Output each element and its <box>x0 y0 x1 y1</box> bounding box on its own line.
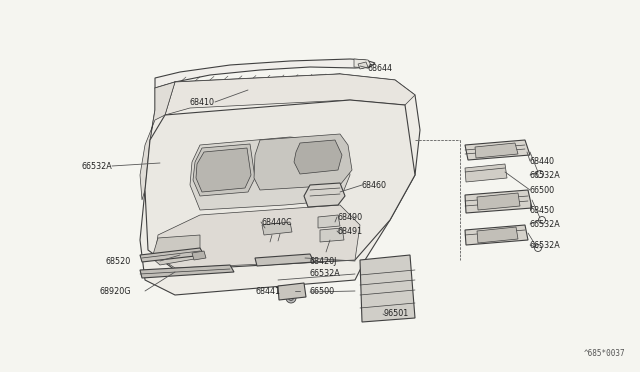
Polygon shape <box>354 59 371 68</box>
Text: 68450: 68450 <box>530 205 555 215</box>
Polygon shape <box>465 225 528 245</box>
Text: ^685*0037: ^685*0037 <box>584 349 625 358</box>
Circle shape <box>360 64 365 68</box>
Polygon shape <box>140 82 175 200</box>
Text: 68410: 68410 <box>190 97 215 106</box>
Text: 68460: 68460 <box>362 180 387 189</box>
Text: 96501: 96501 <box>383 310 408 318</box>
Text: 68920G: 68920G <box>100 286 131 295</box>
Polygon shape <box>192 251 206 260</box>
Polygon shape <box>477 193 520 210</box>
Polygon shape <box>190 137 350 210</box>
Polygon shape <box>140 74 420 295</box>
Text: 66532A: 66532A <box>310 269 340 279</box>
Text: 68490: 68490 <box>337 212 362 221</box>
Polygon shape <box>358 62 368 69</box>
Text: 68644: 68644 <box>368 64 393 73</box>
Polygon shape <box>155 59 375 90</box>
Polygon shape <box>465 164 507 182</box>
Circle shape <box>159 157 167 165</box>
Text: 68420J: 68420J <box>310 257 337 266</box>
Text: 68441: 68441 <box>255 286 280 295</box>
Polygon shape <box>165 74 415 115</box>
Circle shape <box>161 159 165 163</box>
Polygon shape <box>193 144 255 196</box>
Polygon shape <box>155 205 360 268</box>
Text: 66500: 66500 <box>530 186 555 195</box>
Polygon shape <box>140 265 234 278</box>
Circle shape <box>323 251 329 257</box>
Circle shape <box>273 268 277 272</box>
Polygon shape <box>262 222 292 235</box>
Polygon shape <box>152 235 200 265</box>
Polygon shape <box>465 140 530 160</box>
Polygon shape <box>320 228 344 242</box>
Polygon shape <box>465 190 532 213</box>
Text: 66532A: 66532A <box>530 241 561 250</box>
Polygon shape <box>255 254 314 266</box>
Polygon shape <box>145 100 415 270</box>
Text: 68491: 68491 <box>337 227 362 235</box>
Text: 68440: 68440 <box>530 157 555 166</box>
Text: 66532A: 66532A <box>81 161 112 170</box>
Circle shape <box>271 266 279 274</box>
Text: 68440C: 68440C <box>261 218 292 227</box>
Polygon shape <box>254 134 352 190</box>
Polygon shape <box>477 227 518 243</box>
Polygon shape <box>196 148 251 192</box>
Polygon shape <box>304 183 345 207</box>
Text: 68520: 68520 <box>105 257 131 266</box>
Polygon shape <box>294 140 342 174</box>
Text: 66500: 66500 <box>310 286 335 295</box>
Circle shape <box>286 293 296 303</box>
Polygon shape <box>278 283 306 300</box>
Polygon shape <box>140 248 204 262</box>
Text: 66532A: 66532A <box>530 170 561 180</box>
Polygon shape <box>475 143 518 158</box>
Text: 66532A: 66532A <box>530 219 561 228</box>
Polygon shape <box>360 255 415 322</box>
Polygon shape <box>318 215 340 228</box>
Circle shape <box>289 295 294 301</box>
